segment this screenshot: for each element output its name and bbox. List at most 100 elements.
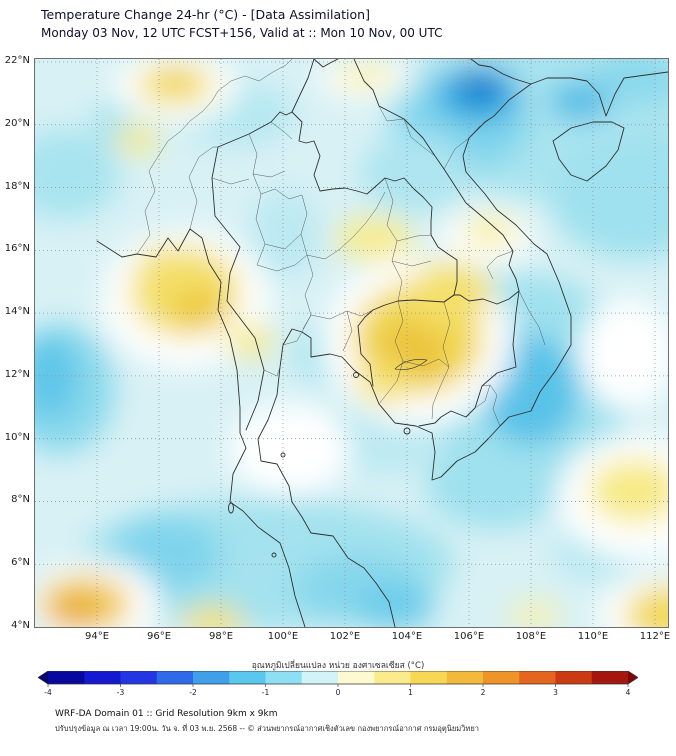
phuket-island bbox=[228, 502, 234, 514]
temperature-field bbox=[35, 59, 668, 627]
samui-island bbox=[280, 452, 286, 458]
colorbar-segment bbox=[84, 671, 121, 684]
anomaly-blob bbox=[461, 74, 501, 102]
x-tick-label: 100°E bbox=[267, 631, 299, 642]
y-tick-label: 10°N bbox=[4, 431, 30, 443]
colorbar-segment bbox=[483, 671, 520, 684]
border-laos-cambodia bbox=[443, 290, 520, 305]
anomaly-blob bbox=[509, 602, 561, 627]
colorbar-tick-label: -4 bbox=[44, 688, 52, 697]
colorbar-tick-label: 2 bbox=[481, 688, 486, 697]
x-tick-label: 104°E bbox=[391, 631, 423, 642]
x-tick-label: 112°E bbox=[639, 631, 671, 642]
ko-chang-island bbox=[353, 372, 359, 378]
colorbar-left-arrow bbox=[38, 671, 48, 684]
page-subtitle: Monday 03 Nov, 12 UTC FCST+156, Valid at… bbox=[41, 26, 443, 40]
colorbar-segment bbox=[446, 671, 484, 684]
colorbar-tick-label: -1 bbox=[262, 688, 270, 697]
border-laos-china bbox=[313, 59, 339, 68]
y-tick-label: 4°N bbox=[11, 620, 30, 632]
coastline-west bbox=[96, 228, 306, 627]
y-tick-label: 8°N bbox=[11, 494, 30, 506]
anomaly-blob bbox=[579, 299, 668, 409]
y-tick-label: 6°N bbox=[11, 557, 30, 569]
anomaly-blob bbox=[226, 325, 274, 357]
anomaly-blob bbox=[139, 247, 187, 283]
colorbar-right-arrow bbox=[628, 671, 638, 684]
map-canvas bbox=[35, 59, 668, 627]
y-tick-label: 22°N bbox=[4, 55, 30, 66]
anomaly-blob bbox=[250, 189, 320, 279]
colorbar-tick-label: 1 bbox=[408, 688, 413, 697]
border-cambodia-vietnam bbox=[418, 290, 520, 427]
colorbar-tick-label: 3 bbox=[553, 688, 558, 697]
colorbar-segment bbox=[156, 671, 194, 684]
anomaly-blob bbox=[116, 124, 160, 154]
colorbar-segment bbox=[591, 671, 629, 684]
colorbar-tick-label: 0 bbox=[336, 688, 341, 697]
colorbar-segment bbox=[229, 671, 266, 684]
anomaly-blob bbox=[335, 217, 415, 261]
border-myanmar-laos bbox=[279, 59, 315, 116]
border-laos-vietnam bbox=[353, 59, 520, 292]
y-tick-label: 18°N bbox=[4, 180, 30, 192]
x-tick-label: 108°E bbox=[515, 631, 547, 642]
colorbar-segment bbox=[410, 671, 448, 684]
province-lines bbox=[136, 59, 546, 427]
colorbar-tick-label: -3 bbox=[117, 688, 125, 697]
colorbar-segment bbox=[519, 671, 556, 684]
colorbar-segment bbox=[555, 671, 593, 684]
anomaly-blob bbox=[170, 287, 226, 331]
header: Temperature Change 24-hr (°C) - [Data As… bbox=[41, 6, 442, 42]
x-axis: 94°E 96°E 98°E 100°E 102°E 104°E 106°E 108°E 110… bbox=[35, 631, 671, 645]
x-tick-label: 98°E bbox=[208, 631, 234, 642]
anomaly-blob bbox=[158, 68, 194, 88]
anomaly-blob bbox=[355, 585, 435, 627]
colorbar-label: อุณหภูมิเปลี่ยนแปลง หน่วย องศาเซลเซียส (… bbox=[251, 661, 425, 671]
page-title: Temperature Change 24-hr (°C) - [Data As… bbox=[41, 7, 370, 22]
colorbar-tick-label: 4 bbox=[626, 688, 631, 697]
colorbar-segment bbox=[265, 671, 303, 684]
anomaly-blob bbox=[35, 129, 120, 219]
x-tick-label: 106°E bbox=[453, 631, 485, 642]
province-borders bbox=[136, 59, 546, 427]
y-tick-label: 14°N bbox=[4, 306, 30, 318]
colorbar-segment bbox=[374, 671, 411, 684]
footer-domain-info: WRF-DA Domain 01 :: Grid Resolution 9km … bbox=[55, 709, 278, 719]
colorbar-segment bbox=[301, 671, 339, 684]
anomaly-blob bbox=[625, 587, 668, 627]
colorbar-segment bbox=[193, 671, 230, 684]
x-tick-label: 110°E bbox=[577, 631, 609, 642]
anomaly-blob bbox=[230, 404, 350, 494]
anomaly-blob bbox=[550, 139, 668, 259]
anomaly-blob bbox=[181, 606, 245, 627]
anomaly-blob bbox=[464, 217, 516, 245]
map-plot bbox=[34, 58, 669, 628]
colorbar-segment bbox=[48, 671, 85, 684]
y-tick-label: 12°N bbox=[4, 368, 30, 380]
colorbar-segment bbox=[120, 671, 158, 684]
border-vietnam-china bbox=[470, 59, 532, 85]
grid-lines bbox=[35, 59, 668, 627]
langkawi-island bbox=[271, 552, 277, 558]
tonle-sap-lake bbox=[394, 359, 428, 370]
footer-credit: ปรับปรุงข้อมูล ณ เวลา 19:00น. วัน จ. ที่… bbox=[55, 724, 479, 733]
colorbar-tick-label: -2 bbox=[189, 688, 197, 697]
colorbar: -4 -3 -2 -1 0 1 2 3 4 bbox=[38, 671, 638, 697]
anomaly-blob bbox=[595, 59, 668, 103]
anomaly-blob bbox=[53, 597, 97, 625]
anomaly-blob bbox=[589, 459, 668, 523]
anomaly-blob bbox=[360, 134, 470, 214]
y-tick-label: 16°N bbox=[4, 243, 30, 255]
x-tick-label: 96°E bbox=[146, 631, 172, 642]
y-tick-label: 20°N bbox=[4, 117, 30, 129]
x-tick-label: 102°E bbox=[329, 631, 361, 642]
anomaly-blob bbox=[35, 335, 78, 419]
anomaly-blob bbox=[408, 262, 492, 322]
x-tick-label: 94°E bbox=[84, 631, 110, 642]
anomaly-blob bbox=[425, 439, 565, 529]
anomaly-blob bbox=[335, 64, 395, 88]
phu-quoc-island bbox=[403, 427, 411, 435]
colorbar-segment bbox=[338, 671, 375, 684]
